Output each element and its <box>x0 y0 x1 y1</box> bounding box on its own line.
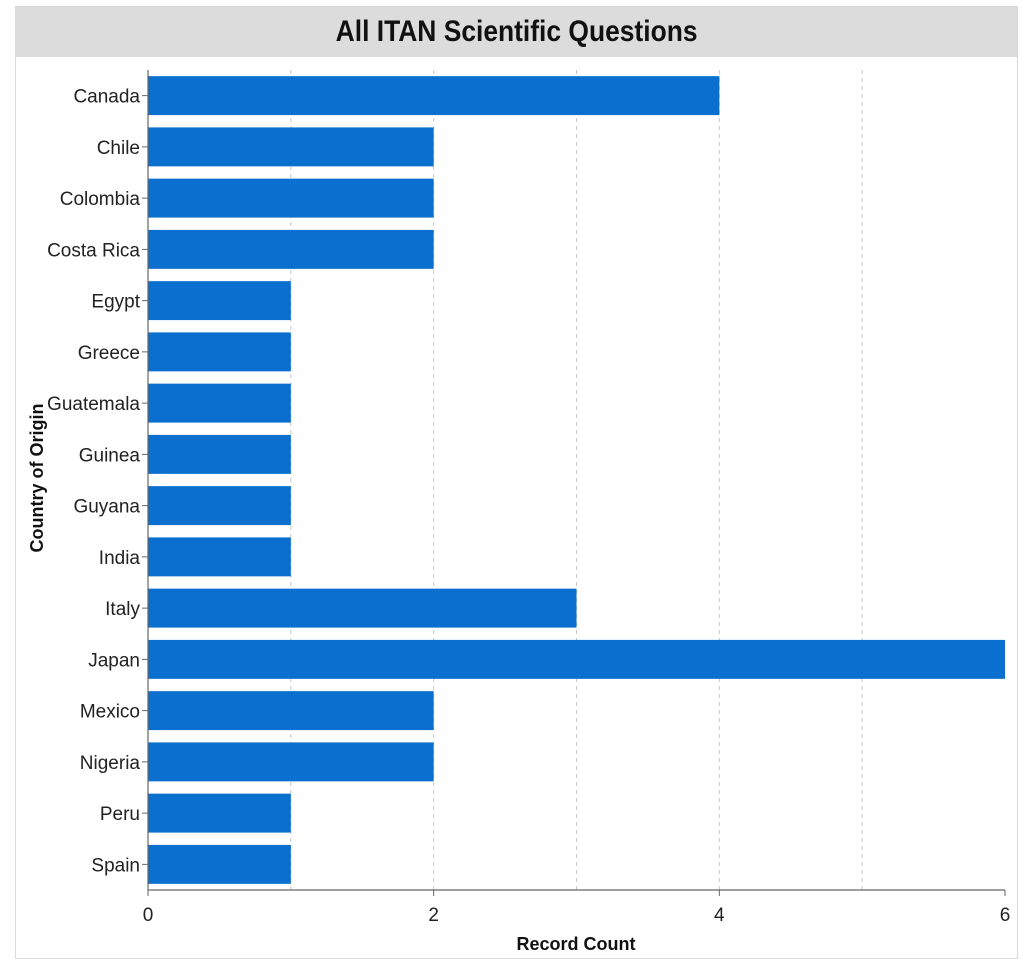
x-tick-label-0: 0 <box>143 905 154 926</box>
bar-guyana <box>148 486 291 526</box>
bar-egypt <box>148 281 291 321</box>
y-tick-label-nigeria: Nigeria <box>80 753 141 774</box>
bar-spain <box>148 844 291 884</box>
y-tick-label-guinea: Guinea <box>79 445 141 466</box>
bar-greece <box>148 332 291 372</box>
y-tick-label-guatemala: Guatemala <box>47 394 140 415</box>
x-tick-label-4: 4 <box>714 905 725 926</box>
bars <box>148 76 1005 884</box>
bar-colombia <box>148 178 434 218</box>
y-axis-title: Country of Origin <box>27 404 47 553</box>
tick-labels: Canada Chile Colombia Costa Rica Egypt Greece… <box>47 87 1010 926</box>
y-tick-label-costa-rica: Costa Rica <box>47 240 140 261</box>
title-bar: All ITAN Scientific Questions <box>16 7 1017 57</box>
bar-guinea <box>148 434 291 474</box>
bar-chile <box>148 127 434 167</box>
y-tick-label-egypt: Egypt <box>91 292 140 313</box>
bar-nigeria <box>148 742 434 782</box>
bar-costa-rica <box>148 229 434 269</box>
bar-guatemala <box>148 383 291 423</box>
y-tick-label-colombia: Colombia <box>60 189 141 210</box>
y-tick-label-mexico: Mexico <box>80 702 140 723</box>
y-tick-label-chile: Chile <box>97 138 140 159</box>
y-tick-label-guyana: Guyana <box>73 497 140 518</box>
y-tick-label-india: India <box>99 548 141 569</box>
y-tick-label-spain: Spain <box>91 855 140 876</box>
bar-mexico <box>148 691 434 731</box>
chart-title: All ITAN Scientific Questions <box>335 15 698 48</box>
axes <box>142 70 1006 896</box>
x-tick-label-2: 2 <box>428 905 439 926</box>
bar-italy <box>148 588 577 628</box>
y-tick-label-japan: Japan <box>88 650 140 671</box>
bar-canada <box>148 76 720 116</box>
y-tick-label-peru: Peru <box>100 804 140 825</box>
x-axis-title: Record Count <box>517 934 636 954</box>
y-tick-label-canada: Canada <box>73 87 140 108</box>
bar-india <box>148 537 291 577</box>
bar-peru <box>148 793 291 833</box>
y-tick-label-greece: Greece <box>78 343 140 364</box>
bar-japan <box>148 639 1005 679</box>
y-tick-label-italy: Italy <box>105 599 140 620</box>
x-tick-label-6: 6 <box>1000 905 1011 926</box>
